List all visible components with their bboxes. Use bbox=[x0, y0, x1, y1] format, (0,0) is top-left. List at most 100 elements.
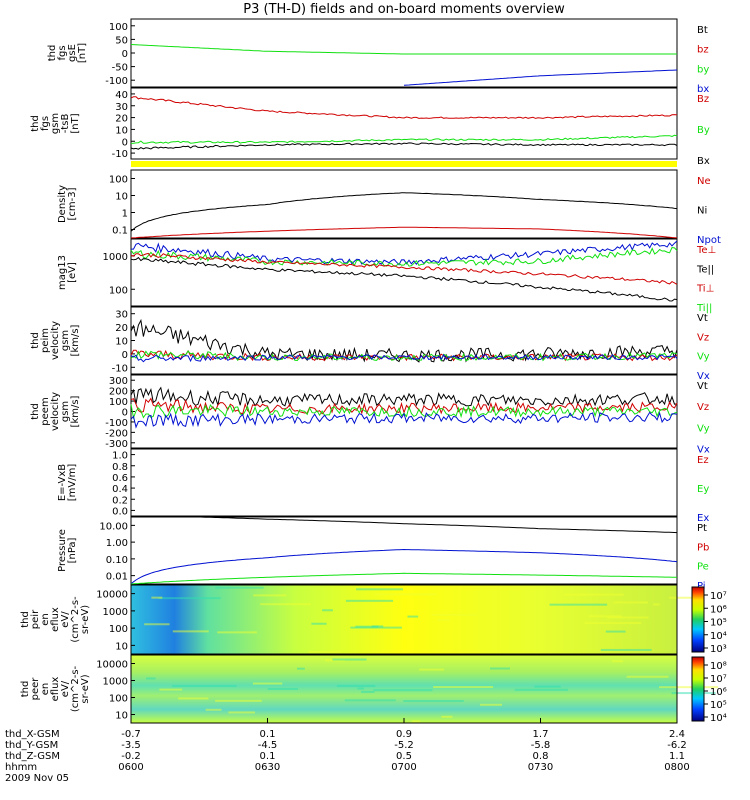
axis-value: -3.5 bbox=[121, 740, 141, 751]
y-tick-label: -50 bbox=[112, 63, 128, 74]
flag-band bbox=[131, 161, 677, 167]
y-axis-label-line: [km/s] bbox=[70, 324, 81, 356]
legend-Pb: Pb bbox=[697, 542, 709, 553]
spectrogram-streak bbox=[336, 684, 376, 687]
spectrogram-streak bbox=[205, 708, 222, 711]
spectrogram-streak bbox=[159, 688, 183, 691]
spectrogram-streak bbox=[373, 689, 433, 692]
legend-Te||: Te|| bbox=[696, 264, 714, 275]
spectrogram-streak bbox=[669, 596, 702, 599]
spectrogram-streak bbox=[607, 616, 649, 619]
spectrogram-streak bbox=[490, 667, 511, 670]
time-axis: thd_X-GSM -0.7 0.1 0.9 1.7 2.4 thd_Y-GSM -3.5 -4… bbox=[5, 718, 690, 784]
series-peim-Vy bbox=[130, 350, 678, 362]
legend-Vx: Vx bbox=[697, 371, 710, 382]
axis-value: 0730 bbox=[528, 762, 553, 773]
colorbar-label: 10⁴ bbox=[710, 713, 727, 724]
y-tick-label: 100 bbox=[109, 285, 128, 296]
spectrogram-streak bbox=[613, 601, 648, 604]
spectrogram-streak bbox=[600, 648, 652, 651]
axis-value: -5.8 bbox=[531, 740, 551, 751]
legend-Npot: Npot bbox=[697, 235, 721, 246]
y-tick-label: 10 bbox=[115, 337, 128, 348]
colorbar-scale bbox=[691, 586, 705, 653]
spectrogram-streak bbox=[407, 615, 419, 618]
y-axis-label-line: [km/s] bbox=[70, 395, 81, 427]
y-axis-label-line: en bbox=[40, 683, 51, 696]
legend-Pt: Pt bbox=[697, 523, 707, 534]
y-tick-label: 0 bbox=[122, 137, 128, 148]
series-Vbl bbox=[131, 240, 678, 266]
y-axis-label: Density[cm-3] bbox=[57, 185, 78, 223]
spectrogram-streak bbox=[605, 630, 626, 633]
y-axis-label-line: [cm-3] bbox=[67, 187, 78, 220]
legend-Pi: Pi bbox=[697, 581, 706, 592]
legend-Ex: Ex bbox=[697, 513, 709, 524]
series-Pe bbox=[130, 572, 678, 585]
y-tick-label: -300 bbox=[105, 439, 128, 450]
panel-peim_v: 30 20 10 0 -10 thdpeimvelocitygsm[km/s] Vt Vz Vy… bbox=[30, 306, 710, 382]
series-Bx bbox=[130, 142, 678, 150]
y-axis-label-line: [nT] bbox=[70, 113, 81, 133]
y-tick-label: 10000 bbox=[96, 660, 128, 671]
y-tick-label: 1000 bbox=[103, 252, 128, 263]
spectrogram-streak bbox=[534, 685, 561, 688]
y-tick-label: 100 bbox=[109, 624, 128, 635]
y-axis-label-line: velocity bbox=[50, 321, 61, 360]
legend-Vz: Vz bbox=[697, 402, 709, 413]
spectrogram-streak bbox=[172, 630, 209, 633]
panel-frame bbox=[130, 516, 678, 585]
y-axis-label: thdpeemvelocitygsm[km/s] bbox=[30, 392, 81, 431]
series-Bz bbox=[130, 96, 678, 119]
y-tick-label: 10 bbox=[115, 641, 128, 652]
y-axis-label: E=-VxB[mV/m] bbox=[57, 464, 78, 502]
spectrogram-streak bbox=[626, 675, 669, 678]
panel-density: 100 10 1 0.1 Density[cm-3] Ne Ni Npot bbox=[57, 169, 721, 246]
panel-peir_spec: 10⁷ 10⁶ 10⁵ 10⁴ 10³ 10000 1000 100 10 thdpeirenef… bbox=[20, 584, 727, 655]
legend-Vt: Vt bbox=[697, 381, 708, 392]
y-axis-label-line: Pressure bbox=[57, 529, 68, 572]
y-tick-label: 10 bbox=[115, 192, 128, 203]
legend-Ne: Ne bbox=[697, 176, 711, 187]
y-axis-label-line: [nT] bbox=[77, 43, 88, 63]
axis-value: 0.1 bbox=[260, 729, 276, 740]
spectrogram-streak bbox=[437, 618, 451, 621]
y-tick-label: 0.0 bbox=[112, 506, 128, 517]
colorbar-label: 10⁵ bbox=[710, 618, 727, 629]
series-Ni bbox=[130, 192, 678, 232]
y-tick-label: 100 bbox=[109, 22, 128, 33]
axis-value: 1.1 bbox=[669, 751, 685, 762]
y-tick-label: 0 bbox=[122, 408, 128, 419]
spectrogram-streak bbox=[332, 658, 367, 661]
series-bx bbox=[403, 69, 678, 86]
y-tick-label: 0.8 bbox=[112, 462, 128, 473]
spectrogram-streak bbox=[267, 687, 298, 690]
y-tick-label: 0.10 bbox=[106, 555, 128, 566]
legend-Bx: Bx bbox=[697, 156, 710, 167]
y-tick-label: 0.4 bbox=[112, 484, 128, 495]
y-axis-label: thdfgsgsE[nT] bbox=[47, 43, 88, 63]
y-tick-label: 30 bbox=[115, 310, 128, 321]
spectrogram-streak bbox=[252, 682, 283, 685]
y-tick-label: 20 bbox=[115, 323, 128, 334]
spectrogram-streak bbox=[178, 697, 209, 700]
spectrogram-streak bbox=[345, 599, 394, 602]
y-axis-label-line: gsE bbox=[67, 44, 78, 62]
y-tick-label: 0.1 bbox=[112, 226, 128, 237]
spectrogram-streak bbox=[419, 668, 445, 671]
y-tick-label: 1.00 bbox=[106, 538, 128, 549]
spectrogram-streak bbox=[158, 597, 221, 600]
spectrogram-streak bbox=[260, 603, 311, 606]
y-tick-label: -100 bbox=[105, 418, 128, 429]
colorbar-label: 10⁷ bbox=[710, 591, 727, 602]
y-axis-label: Pressure[nPa] bbox=[57, 529, 78, 572]
y-axis-label-line: fgs bbox=[57, 45, 68, 60]
y-tick-label: -10 bbox=[112, 149, 128, 160]
series-By bbox=[130, 134, 678, 144]
y-tick-label: 50 bbox=[115, 35, 128, 46]
legend-Pe: Pe bbox=[697, 562, 709, 573]
axis-value: -6.2 bbox=[667, 740, 687, 751]
spectrogram-streak bbox=[659, 686, 719, 689]
y-axis-label-line: en bbox=[40, 613, 51, 626]
y-tick-label: 10 bbox=[115, 711, 128, 722]
